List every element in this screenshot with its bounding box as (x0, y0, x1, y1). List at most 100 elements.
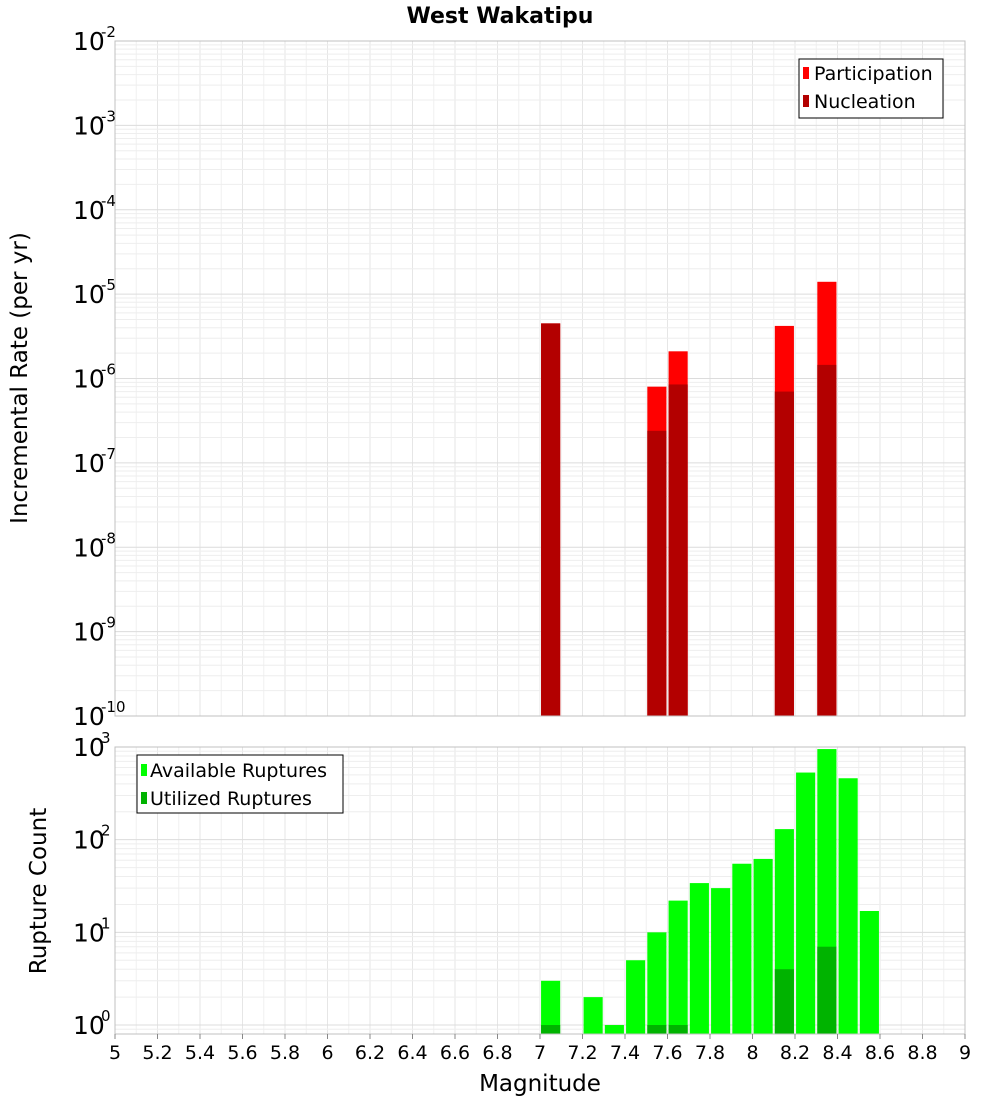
rate-y-tick-6: 10-4 (73, 192, 116, 225)
rate-y-tick-exp: -2 (101, 23, 116, 41)
rate-plot-frame (114, 40, 966, 717)
count-y-axis-label: Rupture Count (26, 808, 52, 974)
rate-gridlines (114, 40, 966, 717)
count-bar-utilized-ruptures-2 (668, 1025, 688, 1034)
count-bar-utilized-ruptures-1 (647, 1025, 667, 1034)
count-bar-utilized-ruptures-4 (817, 946, 837, 1034)
x-tick-label: 8 (746, 1042, 758, 1064)
legend-nucleation: Nucleation (814, 91, 916, 113)
count-bar-available-ruptures-0 (541, 980, 561, 1034)
rate-y-tick-base: 10 (73, 618, 105, 647)
x-tick-label: 9 (959, 1042, 971, 1064)
count-bar-available-ruptures-4 (647, 932, 667, 1034)
rate-y-tick-7: 10-3 (73, 107, 116, 140)
count-legend-box (136, 754, 344, 814)
x-tick-label: 5.8 (270, 1042, 300, 1064)
count-bar-available-ruptures-7 (711, 888, 731, 1034)
x-tick-label: 7.2 (567, 1042, 597, 1064)
count-y-tick-exp: 0 (101, 1007, 111, 1025)
count-y-tick-base: 10 (73, 918, 105, 947)
x-tick-label: 6.6 (440, 1042, 470, 1064)
x-tick-labels: 5 5.2 5.4 5.6 5.8 6 6.2 6.4 6.6 6.8 7 7.2 7.4 7.6 7.8 8… (109, 1034, 971, 1064)
count-y-tick-base: 10 (73, 1011, 105, 1040)
rate-y-tick-3: 10-7 (73, 445, 116, 478)
count-y-tick-base: 10 (73, 826, 105, 855)
count-bar-available-ruptures-8 (732, 863, 752, 1034)
count-bar-available-ruptures-2 (604, 1025, 624, 1034)
x-tick-label: 7.4 (610, 1042, 640, 1064)
x-tick-label: 8.4 (822, 1042, 852, 1064)
rate-y-tick-5: 10-5 (73, 276, 116, 309)
count-bar-available-ruptures-1 (583, 997, 603, 1034)
available-swatch (141, 764, 147, 776)
rate-legend-box (798, 58, 944, 119)
x-tick-label: 7.6 (652, 1042, 682, 1064)
rate-y-tick-base: 10 (73, 702, 105, 731)
count-bar-available-ruptures-3 (626, 960, 646, 1034)
x-tick-label: 8.2 (780, 1042, 810, 1064)
x-tick-label: 5.6 (227, 1042, 257, 1064)
count-y-tick-0: 100 (73, 1007, 111, 1040)
nucleation-swatch (803, 95, 809, 107)
rate-y-tick-exp: -9 (101, 614, 116, 632)
utilized-swatch (141, 792, 147, 804)
rate-bar-nucleation-4 (817, 364, 837, 716)
x-tick-label: 6.4 (397, 1042, 427, 1064)
rate-y-tick-base: 10 (73, 449, 105, 478)
rate-y-tick-exp: -7 (101, 445, 116, 463)
rate-y-tick-exp: -3 (101, 107, 116, 125)
rate-bar-nucleation-3 (774, 391, 794, 716)
count-y-tick-exp: 1 (101, 914, 111, 932)
rate-y-tick-4: 10-6 (73, 361, 116, 394)
rate-y-tick-base: 10 (73, 196, 105, 225)
count-bar-available-ruptures-5 (668, 900, 688, 1034)
x-tick-label: 5 (109, 1042, 121, 1064)
rate-y-tick-1: 10-9 (73, 614, 116, 647)
rate-bar-nucleation-1 (647, 430, 667, 716)
x-tick-label: 6.2 (355, 1042, 385, 1064)
count-bar-available-ruptures-14 (859, 910, 879, 1034)
x-tick-label: 7 (534, 1042, 546, 1064)
x-tick-label: 5.4 (185, 1042, 215, 1064)
rate-y-tick-base: 10 (73, 111, 105, 140)
rate-y-tick-base: 10 (73, 27, 105, 56)
count-y-tick-3: 103 (73, 729, 111, 762)
x-axis-label: Magnitude (479, 1071, 601, 1097)
rate-y-tick-exp: -10 (101, 698, 126, 716)
legend-utilized-ruptures: Utilized Ruptures (150, 788, 312, 810)
x-tick-label: 8.8 (907, 1042, 937, 1064)
rate-y-tick-8: 10-2 (73, 23, 116, 56)
rate-legend: Participation Nucleation (798, 58, 944, 119)
rate-bar-nucleation-2 (668, 384, 688, 716)
x-tick-label: 6 (321, 1042, 333, 1064)
count-y-tick-exp: 2 (101, 822, 111, 840)
legend-participation: Participation (814, 63, 933, 85)
rate-y-tick-exp: -5 (101, 276, 116, 294)
count-bar-available-ruptures-11 (796, 772, 816, 1034)
count-bar-utilized-ruptures-0 (541, 1025, 561, 1034)
count-y-tick-1: 101 (73, 914, 111, 947)
rate-y-tick-base: 10 (73, 365, 105, 394)
count-bar-available-ruptures-9 (753, 858, 773, 1034)
participation-swatch (803, 67, 809, 79)
rate-bar-nucleation-0 (541, 323, 561, 716)
count-bars (541, 749, 879, 1034)
x-tick-label: 5.2 (142, 1042, 172, 1064)
rate-y-tick-2: 10-8 (73, 529, 116, 562)
count-bar-utilized-ruptures-3 (774, 969, 794, 1034)
legend-available-ruptures: Available Ruptures (150, 760, 327, 782)
rate-y-axis-label: Incremental Rate (per yr) (7, 232, 33, 524)
rate-y-tick-exp: -8 (101, 529, 116, 547)
rate-bars (541, 281, 837, 716)
count-legend: Available Ruptures Utilized Ruptures (136, 754, 344, 814)
x-tick-label: 8.6 (865, 1042, 895, 1064)
count-y-tick-2: 102 (73, 822, 111, 855)
x-tick-label: 6.8 (482, 1042, 512, 1064)
rate-y-tick-base: 10 (73, 533, 105, 562)
count-bar-available-ruptures-13 (838, 778, 858, 1034)
